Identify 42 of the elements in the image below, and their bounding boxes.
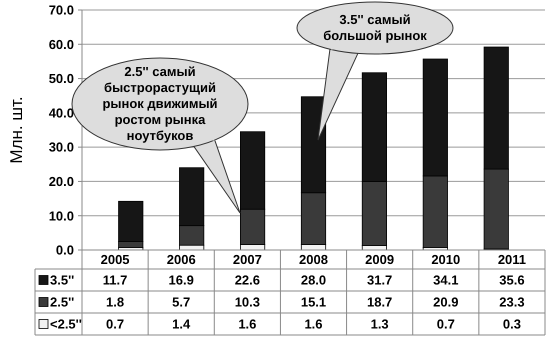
data-label: 16.9 bbox=[168, 272, 194, 288]
legend-label: 2.5'' bbox=[50, 294, 74, 310]
data-label: 0.7 bbox=[436, 316, 455, 332]
annotation: 3.5'' самый большой рынок bbox=[323, 12, 428, 43]
data-label: 5.7 bbox=[172, 294, 190, 310]
x-tick-label: 2008 bbox=[299, 252, 328, 268]
y-tick-label: 40.0 bbox=[48, 105, 74, 120]
data-label: 11.7 bbox=[102, 272, 128, 288]
legend-label: <2.5'' bbox=[50, 316, 82, 332]
data-label: 35.6 bbox=[499, 272, 525, 288]
y-tick-label: 30.0 bbox=[48, 140, 74, 155]
y-tick-label: 0.0 bbox=[56, 242, 74, 258]
y-tick-label: 70.0 bbox=[48, 2, 74, 18]
data-label: 23.3 bbox=[499, 294, 525, 310]
data-label: 1.6 bbox=[304, 316, 323, 332]
data-label: 22.6 bbox=[234, 272, 260, 288]
y-tick-label: 60.0 bbox=[48, 36, 74, 52]
data-label: 1.8 bbox=[106, 294, 124, 310]
y-tick-label: 10.0 bbox=[48, 208, 74, 224]
data-label: 1.3 bbox=[370, 316, 389, 332]
data-label: 0.3 bbox=[502, 316, 521, 332]
x-tick-label: 2011 bbox=[498, 252, 526, 268]
y-axis-title: Млн. шт. bbox=[7, 96, 26, 164]
x-tick-label: 2005 bbox=[100, 252, 130, 268]
data-label: 10.3 bbox=[234, 294, 260, 310]
x-tick-label: 2010 bbox=[431, 252, 460, 268]
y-tick-label: 50.0 bbox=[48, 71, 74, 86]
legend-label: 3.5'' bbox=[50, 272, 74, 288]
data-label: 1.6 bbox=[238, 316, 256, 332]
x-tick-label: 2007 bbox=[232, 252, 262, 268]
y-tick-label: 20.0 bbox=[48, 174, 74, 189]
data-label: 1.4 bbox=[172, 316, 192, 332]
annotation: 2.5'' самый быстрорастущий рынок движимый ростом рынка ноутбуков bbox=[102, 64, 218, 143]
data-label: 20.9 bbox=[433, 294, 458, 310]
data-label: 15.1 bbox=[300, 294, 326, 310]
data-label: 34.1 bbox=[433, 272, 458, 288]
data-label: 31.7 bbox=[366, 272, 392, 288]
x-tick-label: 2006 bbox=[166, 252, 196, 268]
data-label: 0.7 bbox=[106, 316, 124, 332]
data-label: 18.7 bbox=[366, 294, 392, 310]
data-label: 28.0 bbox=[300, 272, 326, 288]
x-tick-label: 2009 bbox=[365, 252, 394, 268]
